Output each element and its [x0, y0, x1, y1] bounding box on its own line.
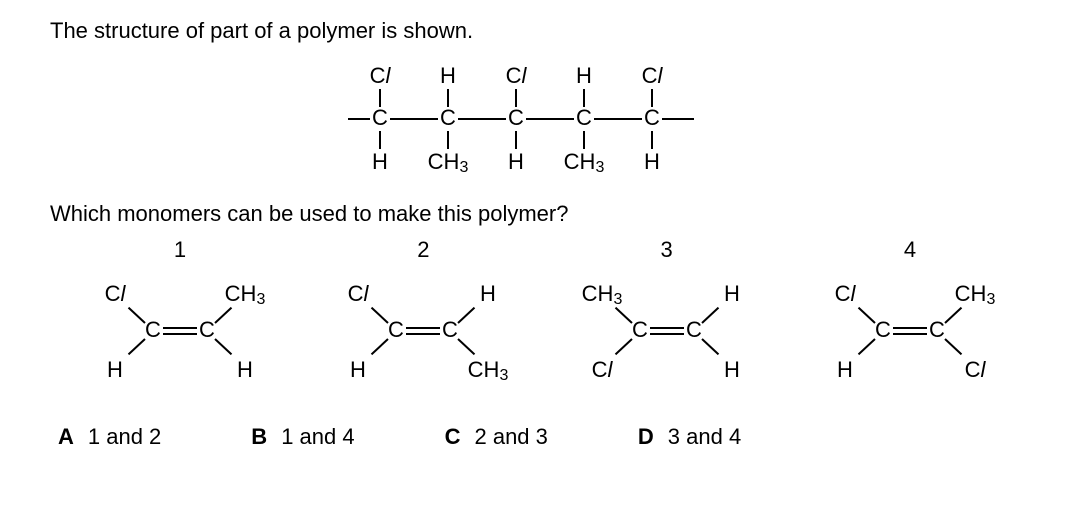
- svg-text:Cl: Cl: [965, 357, 987, 382]
- svg-text:Cl: Cl: [370, 63, 392, 88]
- answer-option-c: C 2 and 3: [445, 424, 548, 450]
- svg-text:Cl: Cl: [591, 357, 613, 382]
- answer-option-b: B 1 and 4: [251, 424, 354, 450]
- svg-text:H: H: [107, 357, 123, 382]
- answer-letter: B: [251, 424, 267, 449]
- svg-text:H: H: [440, 63, 456, 88]
- svg-text:H: H: [350, 357, 366, 382]
- svg-text:H: H: [724, 357, 740, 382]
- svg-text:H: H: [372, 149, 388, 174]
- answer-text: 1 and 4: [281, 424, 354, 449]
- monomer-number: 4: [800, 237, 1020, 263]
- answer-letter: C: [445, 424, 461, 449]
- svg-text:CH3: CH3: [428, 149, 469, 176]
- svg-text:C: C: [686, 317, 702, 342]
- svg-text:C: C: [576, 105, 592, 130]
- monomer-number: 3: [557, 237, 777, 263]
- svg-text:C: C: [632, 317, 648, 342]
- svg-text:C: C: [372, 105, 388, 130]
- intro-text: The structure of part of a polymer is sh…: [50, 18, 1050, 44]
- svg-text:H: H: [480, 281, 496, 306]
- svg-text:C: C: [875, 317, 891, 342]
- answer-option-d: D 3 and 4: [638, 424, 741, 450]
- svg-text:C: C: [388, 317, 404, 342]
- answer-letter: D: [638, 424, 654, 449]
- svg-text:C: C: [929, 317, 945, 342]
- answer-option-a: A 1 and 2: [58, 424, 161, 450]
- svg-text:H: H: [724, 281, 740, 306]
- svg-text:C: C: [442, 317, 458, 342]
- monomer-1: 1 C C Cl H CH3 H: [70, 237, 290, 406]
- monomer-number: 2: [313, 237, 533, 263]
- svg-text:C: C: [644, 105, 660, 130]
- svg-text:C: C: [199, 317, 215, 342]
- svg-text:C: C: [145, 317, 161, 342]
- answer-row: A 1 and 2 B 1 and 4 C 2 and 3 D 3 and 4: [58, 424, 1050, 450]
- answer-letter: A: [58, 424, 74, 449]
- svg-text:CH3: CH3: [581, 281, 622, 308]
- svg-text:H: H: [837, 357, 853, 382]
- svg-text:CH3: CH3: [564, 149, 605, 176]
- svg-text:Cl: Cl: [642, 63, 664, 88]
- svg-text:H: H: [644, 149, 660, 174]
- svg-text:H: H: [237, 357, 253, 382]
- monomer-3: 3 C C CH3 Cl H H: [557, 237, 777, 406]
- svg-text:CH3: CH3: [955, 281, 996, 308]
- svg-text:CH3: CH3: [468, 357, 509, 384]
- answer-text: 3 and 4: [668, 424, 741, 449]
- monomer-2: 2 C C Cl H H CH3: [313, 237, 533, 406]
- question-text: Which monomers can be used to make this …: [50, 201, 1050, 227]
- monomer-row: 1 CCClHCH3H 2 CCClHHCH3 3 CCCH3ClHH 4 CC…: [70, 237, 1020, 406]
- answer-text: 1 and 2: [88, 424, 161, 449]
- svg-text:Cl: Cl: [105, 281, 127, 306]
- svg-text:H: H: [576, 63, 592, 88]
- svg-text:Cl: Cl: [348, 281, 370, 306]
- svg-text:C: C: [440, 105, 456, 130]
- svg-text:C: C: [508, 105, 524, 130]
- polymer-diagram: CClHCHCH3CClHCHCH3CClH: [50, 54, 1050, 189]
- svg-text:Cl: Cl: [835, 281, 857, 306]
- answer-text: 2 and 3: [474, 424, 547, 449]
- monomer-number: 1: [70, 237, 290, 263]
- svg-text:H: H: [508, 149, 524, 174]
- svg-text:Cl: Cl: [506, 63, 528, 88]
- monomer-4: 4 C C Cl H CH3 Cl: [800, 237, 1020, 406]
- svg-text:CH3: CH3: [225, 281, 266, 308]
